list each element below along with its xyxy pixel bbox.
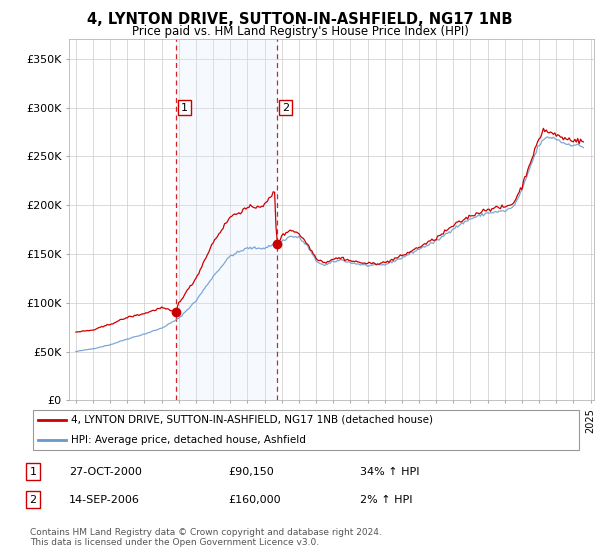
Text: 1: 1 (29, 466, 37, 477)
Text: £90,150: £90,150 (228, 466, 274, 477)
Text: 1: 1 (181, 102, 188, 113)
FancyBboxPatch shape (33, 410, 579, 450)
Text: 27-OCT-2000: 27-OCT-2000 (69, 466, 142, 477)
Text: £160,000: £160,000 (228, 494, 281, 505)
Text: 2: 2 (29, 494, 37, 505)
Text: Contains HM Land Registry data © Crown copyright and database right 2024.
This d: Contains HM Land Registry data © Crown c… (30, 528, 382, 548)
Text: Price paid vs. HM Land Registry's House Price Index (HPI): Price paid vs. HM Land Registry's House … (131, 25, 469, 38)
Text: 2: 2 (282, 102, 289, 113)
Text: 4, LYNTON DRIVE, SUTTON-IN-ASHFIELD, NG17 1NB (detached house): 4, LYNTON DRIVE, SUTTON-IN-ASHFIELD, NG1… (71, 415, 433, 424)
Text: 4, LYNTON DRIVE, SUTTON-IN-ASHFIELD, NG17 1NB: 4, LYNTON DRIVE, SUTTON-IN-ASHFIELD, NG1… (87, 12, 513, 27)
Text: 14-SEP-2006: 14-SEP-2006 (69, 494, 140, 505)
Bar (176, 39, 277, 400)
Text: HPI: Average price, detached house, Ashfield: HPI: Average price, detached house, Ashf… (71, 435, 306, 445)
Text: 2% ↑ HPI: 2% ↑ HPI (360, 494, 413, 505)
Text: 34% ↑ HPI: 34% ↑ HPI (360, 466, 419, 477)
